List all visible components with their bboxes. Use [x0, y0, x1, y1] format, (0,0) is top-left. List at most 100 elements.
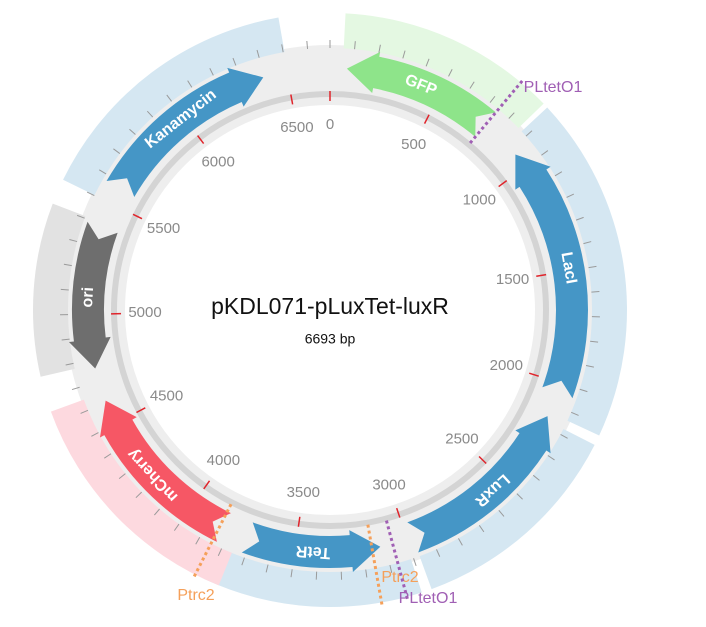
- tick-mark: [528, 372, 539, 377]
- feature-arrow: [106, 67, 264, 197]
- minor-tick: [217, 548, 223, 557]
- tick-mark: [478, 455, 487, 465]
- tick-mark: [132, 213, 143, 220]
- tick-mark: [498, 180, 508, 188]
- minor-tick: [86, 191, 95, 197]
- minor-tick: [489, 95, 496, 103]
- tick-label: 6000: [201, 154, 234, 171]
- minor-tick: [91, 432, 99, 437]
- site-line: [384, 520, 410, 601]
- feature-band: [521, 107, 627, 436]
- feature-band: [33, 203, 86, 377]
- minor-tick: [541, 150, 549, 156]
- feature-arrow: [407, 416, 551, 553]
- site-label: Ptrc2: [177, 587, 214, 604]
- feature-arrow: [346, 51, 496, 137]
- tick-mark: [297, 516, 301, 527]
- feature-arrow: [99, 400, 231, 542]
- minor-tick: [436, 549, 441, 557]
- minor-tick: [508, 112, 515, 119]
- minor-tick: [413, 558, 417, 567]
- site-label: PLtetO1: [399, 590, 458, 607]
- feature-label: ori: [79, 287, 97, 308]
- feature-arrow: [241, 522, 381, 572]
- minor-tick: [69, 238, 78, 243]
- minor-tick: [60, 288, 69, 291]
- minor-tick: [458, 538, 463, 546]
- minor-tick: [402, 50, 406, 59]
- minor-tick: [61, 338, 70, 341]
- tick-label: 4500: [150, 388, 183, 405]
- minor-tick: [65, 362, 74, 366]
- minor-tick: [516, 493, 523, 500]
- tick-label: 6500: [280, 119, 313, 136]
- minor-tick: [554, 171, 563, 177]
- minor-tick: [256, 49, 260, 58]
- tick-label: 0: [326, 116, 334, 133]
- minor-tick: [378, 44, 381, 53]
- feature-arrow: [68, 221, 118, 369]
- minor-tick: [129, 128, 136, 135]
- minor-tick: [290, 569, 293, 578]
- minor-tick: [135, 491, 143, 499]
- feature-band: [204, 547, 422, 607]
- tick-label: 2500: [445, 431, 478, 448]
- minor-tick: [306, 40, 309, 50]
- minor-tick: [365, 569, 368, 578]
- feature-band: [343, 13, 544, 128]
- tick-mark: [196, 135, 205, 144]
- site-label: Ptrc2: [381, 569, 418, 586]
- site-line: [192, 503, 233, 578]
- tick-label: 3500: [287, 484, 320, 501]
- minor-tick: [265, 564, 269, 573]
- minor-tick: [166, 94, 172, 102]
- site-line: [366, 524, 384, 606]
- tick-mark: [423, 114, 430, 124]
- site-line: [468, 79, 524, 144]
- tick-mark: [395, 507, 401, 518]
- minor-tick: [354, 41, 356, 50]
- minor-tick: [80, 409, 89, 414]
- feature-band: [63, 17, 285, 196]
- minor-tick: [498, 510, 505, 517]
- minor-tick: [113, 148, 121, 154]
- tick-label: 1500: [496, 271, 529, 288]
- minor-tick: [71, 386, 80, 391]
- minor-tick: [232, 57, 237, 66]
- tick-label: 500: [401, 136, 426, 153]
- tick-mark: [290, 94, 294, 105]
- minor-tick: [525, 130, 533, 137]
- tick-mark: [203, 480, 211, 490]
- minor-tick: [118, 473, 126, 480]
- minor-tick: [63, 263, 72, 267]
- minor-tick: [585, 364, 594, 368]
- tick-label: 5000: [128, 304, 161, 321]
- feature-label: TetR: [295, 542, 331, 561]
- feature-band: [419, 428, 595, 590]
- minor-tick: [281, 44, 284, 53]
- tick-label: 3000: [372, 476, 405, 493]
- minor-tick: [146, 110, 154, 118]
- minor-tick: [532, 474, 540, 481]
- minor-tick: [590, 340, 599, 343]
- tick-label: 5500: [147, 220, 180, 237]
- minor-tick: [76, 214, 85, 219]
- minor-tick: [448, 68, 453, 77]
- tick-label: 4000: [207, 452, 240, 469]
- minor-tick: [195, 537, 201, 545]
- minor-tick: [588, 265, 597, 269]
- minor-tick: [469, 81, 475, 89]
- plasmid-name: pKDL071-pLuxTet-luxR: [211, 293, 449, 319]
- minor-tick: [104, 453, 112, 459]
- minor-tick: [425, 58, 430, 67]
- tick-label: 1000: [463, 192, 496, 209]
- minor-tick: [187, 80, 193, 88]
- minor-tick: [173, 523, 180, 531]
- site-label: PLtetO1: [524, 79, 583, 96]
- minor-tick: [583, 241, 592, 245]
- minor-tick: [560, 434, 568, 439]
- plasmid-length: 6693 bp: [305, 331, 356, 347]
- feature-label: LacI: [557, 251, 579, 285]
- tick-mark: [136, 407, 146, 414]
